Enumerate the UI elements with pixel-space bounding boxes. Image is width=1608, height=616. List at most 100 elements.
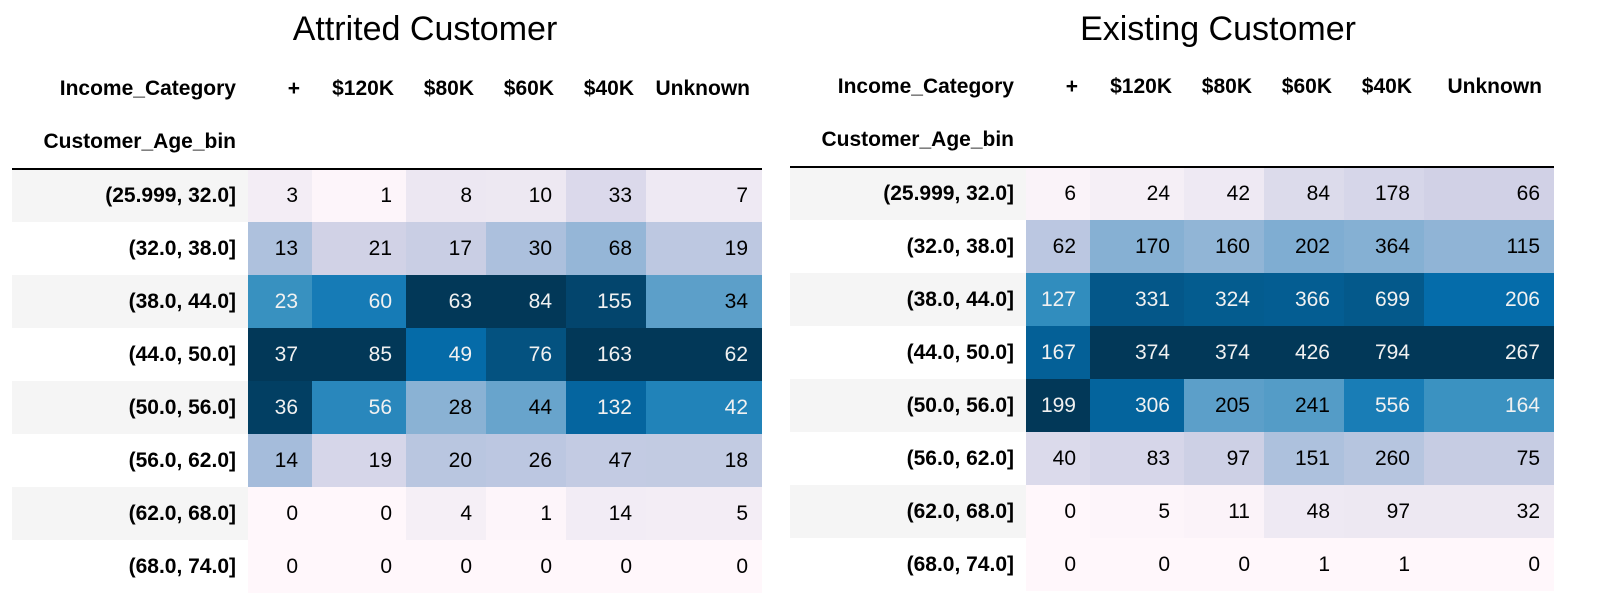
value-cell: 36 [248,381,312,434]
value-cell: 170 [1090,220,1184,273]
table-row: (25.999, 32.0] 3 1 8 10 33 7 [12,169,762,222]
value-cell: 1 [486,487,566,540]
value-cell: 44 [486,381,566,434]
value-cell: 426 [1264,326,1344,379]
value-cell: 324 [1184,273,1264,326]
row-label: (50.0, 56.0] [12,381,248,434]
value-cell: 11 [1184,485,1264,538]
row-label: (50.0, 56.0] [790,379,1026,432]
value-cell: 794 [1344,326,1424,379]
value-cell: 0 [566,540,646,593]
table-row: (50.0, 56.0] 36 56 28 44 132 42 [12,381,762,434]
value-cell: 267 [1424,326,1554,379]
value-cell: 155 [566,275,646,328]
column-header: $60K [1281,74,1332,98]
value-cell: 40 [1026,432,1090,485]
existing-title: Existing Customer [1080,10,1356,48]
value-cell: 241 [1264,379,1344,432]
value-cell: 199 [1026,379,1090,432]
value-cell: 14 [566,487,646,540]
row-label: (56.0, 62.0] [12,434,248,487]
value-cell: 0 [1424,538,1554,591]
value-cell: 364 [1344,220,1424,273]
row-label: (38.0, 44.0] [12,275,248,328]
row-label: (25.999, 32.0] [790,167,1026,220]
value-cell: 19 [646,222,762,275]
table-row: (56.0, 62.0] 40 83 97 151 260 75 [790,432,1554,485]
value-cell: 127 [1026,273,1090,326]
value-cell: 556 [1344,379,1424,432]
value-cell: 62 [646,328,762,381]
table-row: (44.0, 50.0] 167 374 374 426 794 267 [790,326,1554,379]
value-cell: 97 [1184,432,1264,485]
column-header: + [1065,74,1078,98]
table-row: (38.0, 44.0] 23 60 63 84 155 34 [12,275,762,328]
value-cell: 85 [312,328,406,381]
value-cell: 84 [486,275,566,328]
column-header: $40K [583,76,634,100]
row-label: (68.0, 74.0] [790,538,1026,591]
row-label: (44.0, 50.0] [12,328,248,381]
value-cell: 21 [312,222,406,275]
column-header-row: Income_Category + $120K $80K $60K $40K U… [12,62,762,115]
value-cell: 132 [566,381,646,434]
value-cell: 366 [1264,273,1344,326]
rows-index-name: Customer_Age_bin [790,113,1026,168]
columns-index-name: Income_Category [59,76,236,100]
column-header: Unknown [655,76,751,100]
row-label: (38.0, 44.0] [790,273,1026,326]
row-index-name-row: Customer_Age_bin [790,113,1554,168]
value-cell: 26 [486,434,566,487]
row-label: (62.0, 68.0] [790,485,1026,538]
value-cell: 19 [312,434,406,487]
value-cell: 0 [1026,538,1090,591]
value-cell: 18 [646,434,762,487]
value-cell: 28 [406,381,486,434]
value-cell: 8 [406,169,486,222]
column-header: $120K [332,76,394,100]
value-cell: 5 [646,487,762,540]
attrited-title: Attrited Customer [292,10,558,48]
value-cell: 62 [1026,220,1090,273]
table-row: (68.0, 74.0] 0 0 0 1 1 0 [790,538,1554,591]
value-cell: 202 [1264,220,1344,273]
value-cell: 68 [566,222,646,275]
value-cell: 30 [486,222,566,275]
column-header: + [287,76,300,100]
row-label: (44.0, 50.0] [790,326,1026,379]
table-row: (68.0, 74.0] 0 0 0 0 0 0 [12,540,762,593]
value-cell: 47 [566,434,646,487]
table-row: (50.0, 56.0] 199 306 205 241 556 164 [790,379,1554,432]
value-cell: 48 [1264,485,1344,538]
table-body: (25.999, 32.0] 6 24 42 84 178 66 (32.0, 38.0] 62… [790,167,1554,591]
value-cell: 14 [248,434,312,487]
value-cell: 13 [248,222,312,275]
value-cell: 37 [248,328,312,381]
value-cell: 260 [1344,432,1424,485]
row-label: (56.0, 62.0] [790,432,1026,485]
table-row: (62.0, 68.0] 0 0 4 1 14 5 [12,487,762,540]
value-cell: 0 [312,540,406,593]
table-row: (32.0, 38.0] 62 170 160 202 364 115 [790,220,1554,273]
value-cell: 178 [1344,167,1424,220]
value-cell: 160 [1184,220,1264,273]
value-cell: 1 [312,169,406,222]
column-header-row: Income_Category + $120K $80K $60K $40K U… [790,60,1554,113]
column-header: $80K [1201,74,1252,98]
value-cell: 76 [486,328,566,381]
table-row: (38.0, 44.0] 127 331 324 366 699 206 [790,273,1554,326]
value-cell: 6 [1026,167,1090,220]
column-header: $120K [1110,74,1172,98]
rows-index-name: Customer_Age_bin [12,115,248,170]
row-label: (68.0, 74.0] [12,540,248,593]
value-cell: 0 [312,487,406,540]
table-row: (25.999, 32.0] 6 24 42 84 178 66 [790,167,1554,220]
value-cell: 151 [1264,432,1344,485]
value-cell: 83 [1090,432,1184,485]
value-cell: 34 [646,275,762,328]
value-cell: 10 [486,169,566,222]
value-cell: 0 [1184,538,1264,591]
column-header: $80K [423,76,474,100]
value-cell: 60 [312,275,406,328]
existing-table: Income_Category + $120K $80K $60K $40K U… [790,60,1554,591]
